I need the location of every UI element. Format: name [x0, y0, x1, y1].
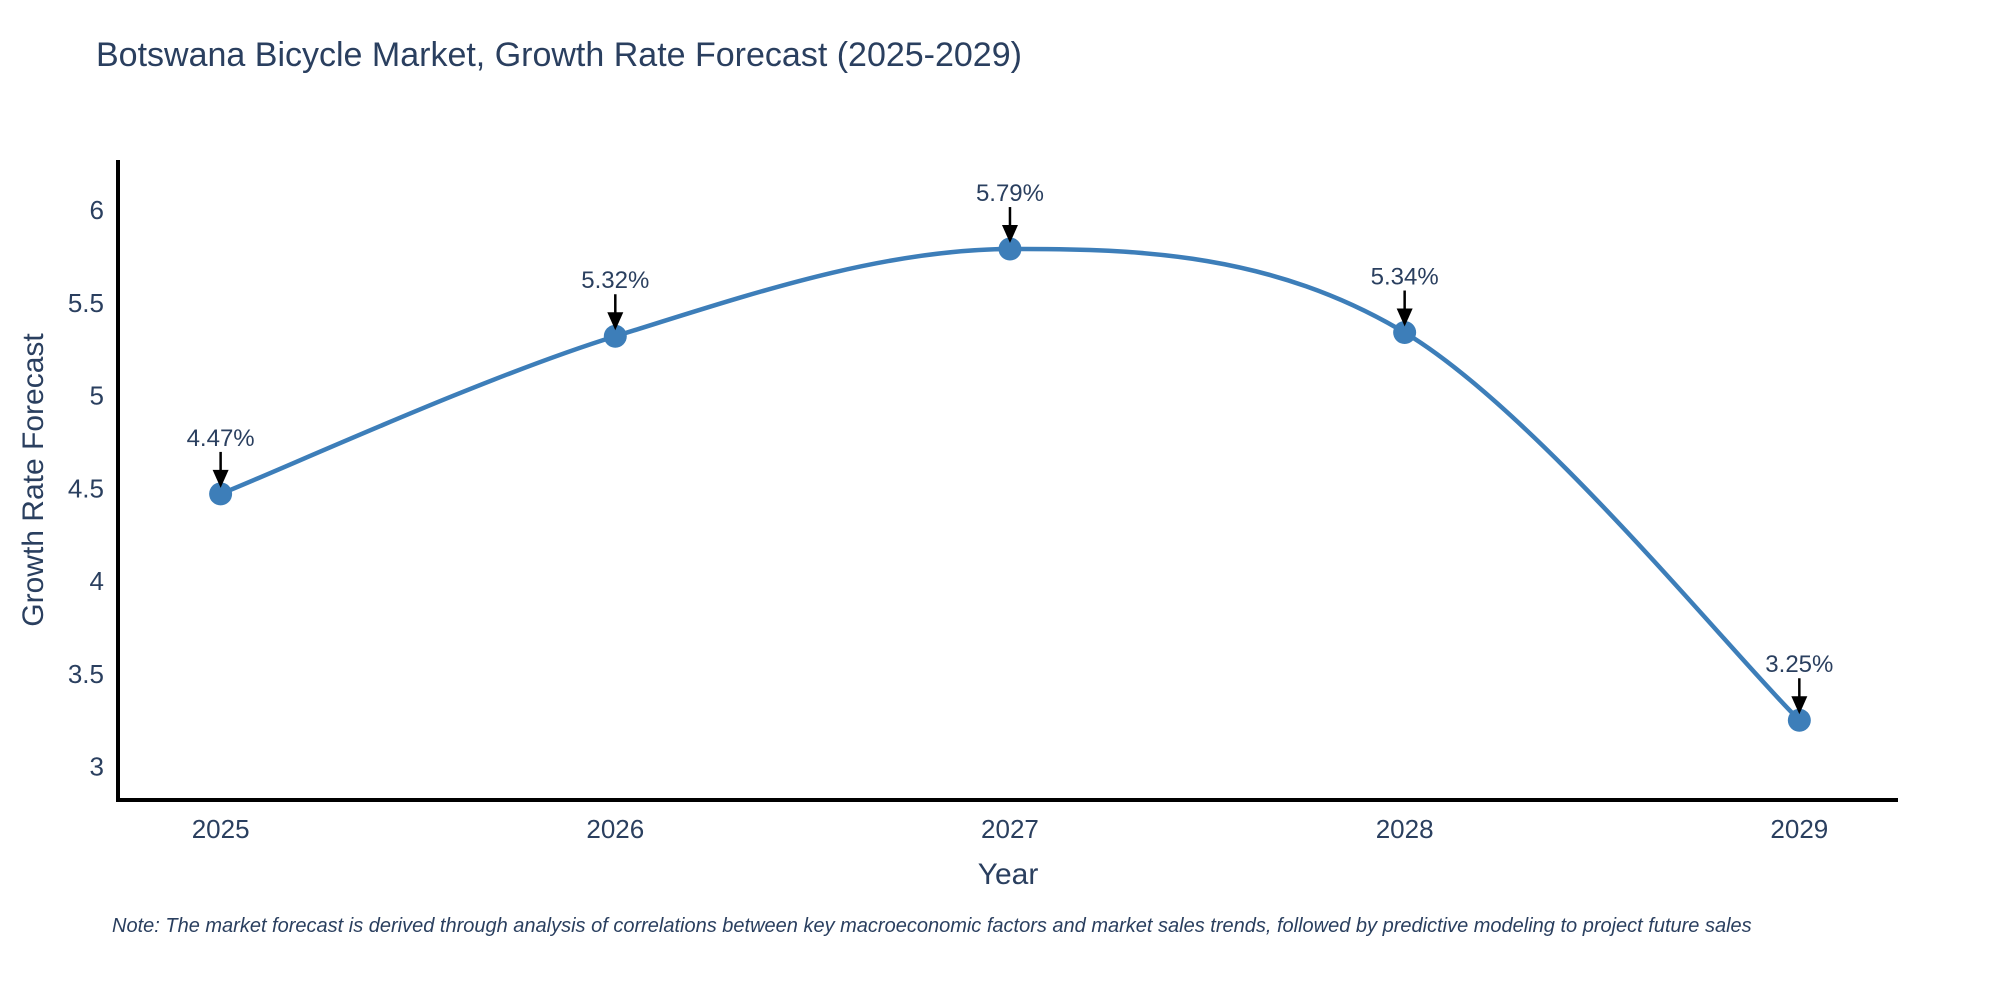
y-tick-label: 4.5 [68, 473, 104, 503]
annotation-arrowhead [1791, 696, 1808, 715]
data-point [1787, 708, 1811, 732]
x-tick-label: 2029 [1770, 814, 1828, 844]
point-annotation-label: 5.79% [976, 180, 1044, 207]
data-point [998, 237, 1022, 261]
x-tick-label: 2028 [1376, 814, 1434, 844]
y-tick-label: 6 [90, 195, 104, 225]
data-point [1393, 321, 1417, 345]
x-tick-label: 2027 [981, 814, 1039, 844]
line-series [219, 246, 1801, 722]
y-tick-label: 5.5 [68, 288, 104, 318]
x-axis-title: Year [977, 858, 1039, 891]
data-point [603, 324, 627, 348]
y-tick-label: 3.5 [68, 659, 104, 689]
y-tick-label: 4 [90, 566, 104, 596]
y-tick-label: 3 [90, 752, 104, 782]
data-point [209, 482, 233, 506]
annotation-arrowhead [212, 469, 229, 488]
point-annotation-label: 4.47% [187, 425, 255, 452]
x-tick-label: 2026 [586, 814, 644, 844]
point-annotation-label: 5.34% [1371, 264, 1439, 291]
chart-title: Botswana Bicycle Market, Growth Rate For… [96, 36, 1022, 74]
y-tick-label: 5 [90, 381, 104, 411]
annotation-arrowhead [1396, 308, 1413, 327]
annotation-arrowhead [1001, 225, 1018, 244]
footnote: Note: The market forecast is derived thr… [112, 915, 1752, 937]
annotation-arrowhead [607, 312, 624, 331]
point-annotation-label: 5.32% [581, 267, 649, 294]
point-annotation-label: 3.25% [1765, 651, 1833, 678]
x-tick-label: 2025 [192, 814, 250, 844]
